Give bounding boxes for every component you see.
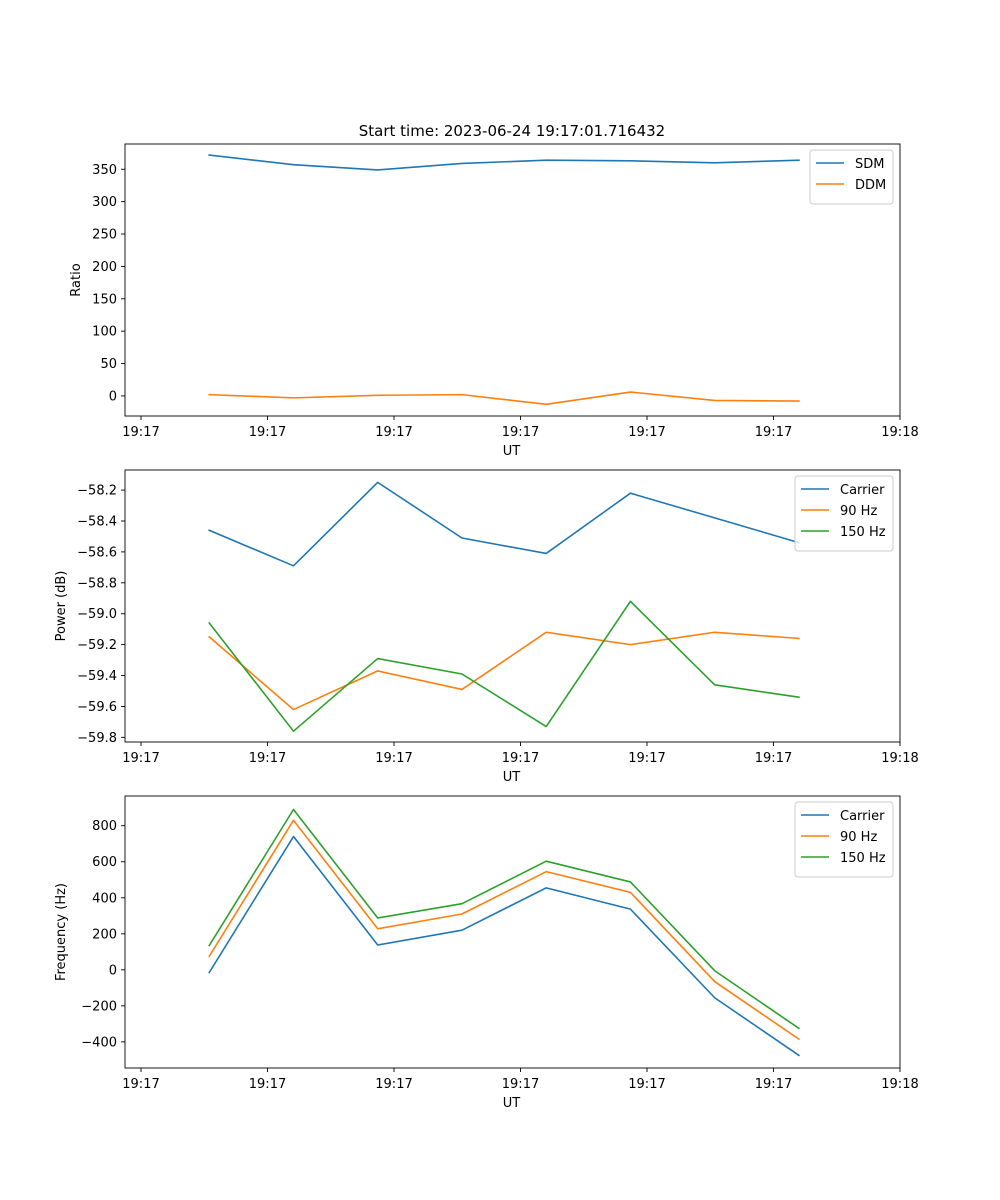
y-axis-label: Frequency (Hz) [54,883,69,981]
x-tick-label: 19:18 [881,425,918,440]
x-tick-label: 19:17 [375,751,412,766]
x-tick-label: 19:17 [375,1077,412,1092]
x-tick-label: 19:17 [122,751,159,766]
x-tick-label: 19:18 [881,1077,918,1092]
series-line-90-hz [208,819,801,1041]
legend-box [794,801,894,878]
legend-label: 150 Hz [840,525,886,540]
y-tick-label: 0 [109,963,117,978]
x-tick-label: 19:17 [755,425,792,440]
legend-label: 150 Hz [840,851,886,866]
y-tick-label: −59.2 [77,638,117,653]
chart-panel-3: −400 −200 0 200 400 600 800 19:17 19:17 19:17 19:1… [54,795,919,1111]
plot-frame [124,469,901,743]
y-tick-label: −59.8 [77,731,117,746]
y-axis-label: Ratio [69,263,84,296]
y-tick-label: 200 [92,260,117,275]
x-axis-label: UT [503,444,521,459]
x-tick-label: 19:17 [249,425,286,440]
y-tick-label: 0 [109,389,117,404]
y-tick-label: 350 [92,163,117,178]
y-axis-label: Power (dB) [54,571,69,642]
legend: SDM DDM [809,149,894,205]
y-tick-label: 600 [92,855,117,870]
x-tick-label: 19:18 [881,751,918,766]
x-tick-label: 19:17 [755,1077,792,1092]
series-line-90-hz [208,631,800,711]
legend-label: SDM [855,157,884,172]
series-line-ddm [208,391,800,406]
series-line-carrier [208,835,801,1057]
chart-panel-1: 0 50 100 150 200 250 300 350 19:17 19:17 19:17 19:1… [69,143,919,459]
legend-label: DDM [855,178,886,193]
legend-label: 90 Hz [840,830,877,845]
plot-frame [124,795,901,1069]
y-tick-label: 250 [92,228,117,243]
y-tick-label: −400 [81,1035,117,1050]
y-tick-label: −59.0 [77,607,117,622]
legend-label: Carrier [840,809,885,824]
x-tick-label: 19:17 [502,751,539,766]
y-tick-label: −58.8 [77,576,117,591]
y-tick-label: 200 [92,927,117,942]
legend-label: 90 Hz [840,504,877,519]
legend-box [794,475,894,552]
x-tick-label: 19:17 [628,1077,665,1092]
y-tick-label: 150 [92,292,117,307]
chart-panel-2: −59.8 −59.6 −59.4 −59.2 −59.0 −58.8 −58.6 −58.4… [54,469,919,785]
series-line-150-hz [208,600,800,732]
series-line-carrier [208,481,800,567]
y-tick-label: 100 [92,325,117,340]
x-tick-label: 19:17 [122,1077,159,1092]
y-tick-label: −58.6 [77,545,117,560]
x-axis-label: UT [503,770,521,785]
y-tick-label: −58.4 [77,515,117,530]
legend: Carrier 90 Hz 150 Hz [794,475,894,552]
y-tick-label: −59.4 [77,669,117,684]
plot-frame [124,143,901,417]
x-tick-label: 19:17 [502,1077,539,1092]
x-axis-label: UT [503,1096,521,1111]
x-tick-label: 19:17 [249,751,286,766]
figure-title: Start time: 2023-06-24 19:17:01.716432 [359,122,665,140]
x-tick-label: 19:17 [755,751,792,766]
y-tick-label: 400 [92,891,117,906]
y-tick-label: −58.2 [77,484,117,499]
x-tick-label: 19:17 [375,425,412,440]
series-line-150-hz [208,808,801,1030]
y-tick-label: −200 [81,999,117,1014]
series-line-sdm [208,154,800,171]
y-tick-label: 300 [92,195,117,210]
y-tick-label: 50 [100,357,117,372]
x-tick-label: 19:17 [122,425,159,440]
legend: Carrier 90 Hz 150 Hz [794,801,894,878]
x-tick-label: 19:17 [628,425,665,440]
x-tick-label: 19:17 [628,751,665,766]
legend-label: Carrier [840,483,885,498]
y-tick-label: 800 [92,819,117,834]
x-tick-label: 19:17 [502,425,539,440]
y-tick-label: −59.6 [77,700,117,715]
x-tick-label: 19:17 [249,1077,286,1092]
